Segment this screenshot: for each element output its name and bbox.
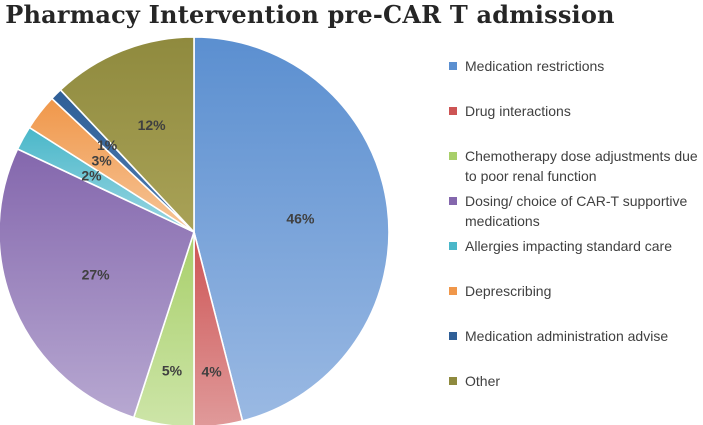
- slice-data-label: 46%: [286, 211, 315, 227]
- legend-item-drug-interactions: Drug interactions: [449, 101, 703, 121]
- slice-data-label: 4%: [201, 363, 222, 379]
- legend-swatch: [449, 377, 457, 385]
- slice-data-label: 27%: [82, 267, 111, 283]
- slice-data-label: 3%: [91, 152, 112, 168]
- legend-swatch: [449, 107, 457, 115]
- slice-data-label: 1%: [97, 137, 118, 153]
- pie-slice: [0, 147, 195, 419]
- pie-slice: [193, 231, 244, 425]
- legend-swatch: [449, 62, 457, 70]
- chart-title: Pharmacy Intervention pre-CAR T admissio…: [5, 0, 615, 29]
- legend-label: Medication administration advise: [465, 328, 669, 344]
- legend-item-dosing-choice-car-t: Dosing/ choice of CAR-T supportive medic…: [449, 191, 703, 231]
- legend-item-medication-restrictions: Medication restrictions: [449, 56, 703, 76]
- pie-slice: [193, 36, 390, 422]
- legend-label: Dosing/ choice of CAR-T supportive medic…: [465, 193, 688, 229]
- legend-swatch: [449, 332, 457, 340]
- legend-item-allergies: Allergies impacting standard care: [449, 236, 703, 256]
- legend-item-medication-administration: Medication administration advise: [449, 326, 703, 346]
- legend-swatch: [449, 197, 457, 205]
- legend-label: Other: [465, 373, 501, 389]
- slice-data-label: 2%: [81, 168, 102, 184]
- legend-label: Deprescribing: [465, 283, 552, 299]
- legend-label: Medication restrictions: [465, 58, 605, 74]
- legend-label: Drug interactions: [465, 103, 571, 119]
- pie-chart: 46% 4% 5% 27% 2%3%1% 12%: [0, 36, 390, 425]
- legend-swatch: [449, 242, 457, 250]
- legend-label: Allergies impacting standard care: [465, 238, 672, 254]
- legend-item-deprescribing: Deprescribing: [449, 281, 703, 301]
- legend-item-chemotherapy-dose-adjustments: Chemotherapy dose adjustments due to poo…: [449, 146, 703, 186]
- legend-label: Chemotherapy dose adjustments due to poo…: [465, 148, 698, 184]
- pie-slice: [59, 36, 195, 235]
- slice-data-label: 5%: [162, 363, 183, 379]
- legend-swatch: [449, 152, 457, 160]
- slice-data-label: 12%: [138, 117, 167, 133]
- legend-item-other: Other: [449, 371, 703, 391]
- legend-swatch: [449, 287, 457, 295]
